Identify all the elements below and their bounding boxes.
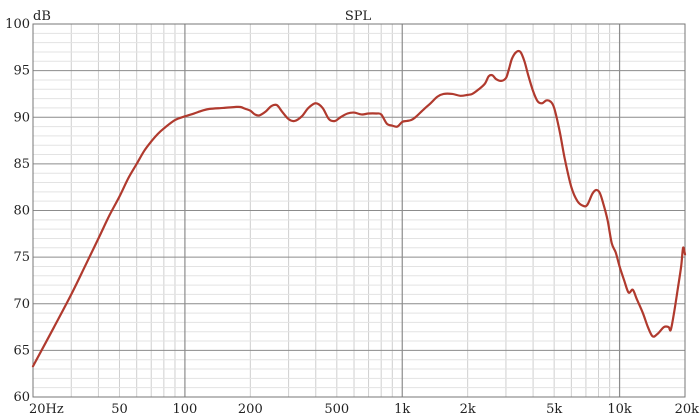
- y-tick-label: 60: [13, 390, 30, 405]
- y-tick-label: 90: [13, 110, 30, 125]
- x-tick-label: 20k: [675, 402, 700, 417]
- x-tick-label: 100: [172, 402, 197, 417]
- x-tick-label: 2k: [460, 402, 476, 417]
- x-tick-label: 1k: [394, 402, 410, 417]
- x-axis-tick-labels: 20Hz 50 100 200 500 1k 2k 5k 10k 20k: [29, 402, 699, 417]
- series-group: [31, 49, 687, 368]
- x-tick-label: 50: [111, 402, 128, 417]
- x-tick-label: 20Hz: [29, 402, 64, 417]
- y-tick-label: 65: [13, 343, 30, 358]
- y-tick-label: 70: [13, 297, 30, 312]
- y-tick-label: 80: [13, 204, 30, 219]
- y-axis-tick-labels: 60 65 70 75 80 85 90 95 100: [5, 17, 30, 405]
- plot-frame: [32, 23, 686, 398]
- y-tick-label: 100: [5, 17, 30, 32]
- y-tick-label: 85: [13, 157, 30, 172]
- y-axis-unit-label: dB: [33, 9, 51, 24]
- x-tick-label: 200: [238, 402, 263, 417]
- chart-title: SPL: [345, 9, 372, 24]
- x-tick-label: 10k: [607, 402, 632, 417]
- spl-curve: [31, 49, 687, 368]
- x-tick-label: 5k: [546, 402, 562, 417]
- x-tick-label: 500: [324, 402, 349, 417]
- y-tick-label: 75: [13, 250, 30, 265]
- y-tick-label: 95: [13, 64, 30, 79]
